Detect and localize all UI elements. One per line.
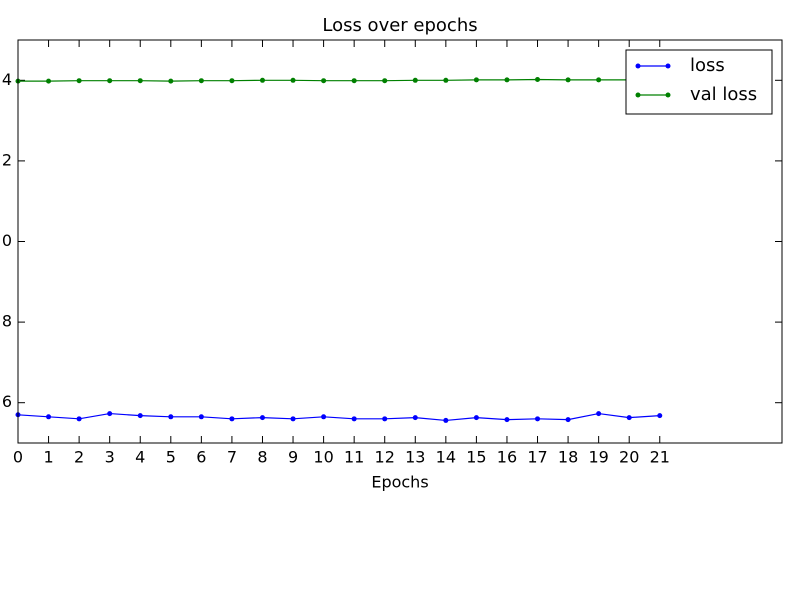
x-tick-label: 8	[257, 448, 267, 467]
point	[198, 78, 204, 84]
series-line	[17, 412, 660, 422]
x-tick-label: 2	[74, 448, 84, 467]
point	[198, 414, 204, 420]
point	[107, 78, 113, 84]
point	[290, 77, 296, 83]
x-tick-label: 4	[135, 448, 145, 467]
point	[443, 77, 449, 83]
x-tick-label: 1	[43, 448, 53, 467]
point	[504, 417, 510, 423]
x-tick-label: 12	[375, 448, 395, 467]
y-tick-label: 2	[2, 150, 12, 169]
point	[76, 78, 82, 84]
x-tick-label: 17	[527, 448, 547, 467]
y-tick-label: 6	[2, 392, 12, 411]
point	[168, 414, 174, 420]
x-tick-label: 7	[227, 448, 237, 467]
legend-label: loss	[690, 55, 725, 76]
point	[412, 77, 418, 83]
point	[473, 415, 479, 421]
point	[229, 416, 235, 422]
x-tick-label: 21	[650, 448, 670, 467]
point	[229, 78, 235, 84]
y-tick-label: 0	[2, 231, 12, 250]
point	[626, 415, 632, 421]
y-tick-label: 8	[2, 312, 12, 331]
x-axis-label: Epochs	[371, 473, 428, 492]
point	[382, 78, 388, 84]
point	[321, 414, 327, 420]
point	[412, 415, 418, 421]
x-tick-label: 13	[405, 448, 425, 467]
point	[596, 411, 602, 417]
point	[473, 77, 479, 83]
point	[137, 78, 143, 84]
legend-box	[625, 49, 773, 115]
point	[657, 413, 663, 419]
point	[351, 78, 357, 84]
point	[535, 416, 541, 422]
point	[321, 78, 327, 84]
point	[535, 76, 541, 82]
x-tick-label: 5	[166, 448, 176, 467]
point	[565, 77, 571, 83]
legend-marker	[635, 63, 641, 69]
legend-label: val loss	[690, 84, 757, 105]
point	[382, 416, 388, 422]
point	[76, 416, 82, 422]
point	[259, 77, 265, 83]
legend-marker	[665, 92, 671, 98]
legend-marker	[665, 63, 671, 69]
point	[46, 414, 52, 420]
x-tick-label: 11	[344, 448, 364, 467]
x-tick-label: 6	[196, 448, 206, 467]
x-tick-label: 14	[436, 448, 456, 467]
point	[168, 78, 174, 84]
x-tick-label: 18	[558, 448, 578, 467]
point	[290, 416, 296, 422]
point	[46, 78, 52, 84]
x-tick-label: 3	[105, 448, 115, 467]
x-tick-label: 10	[313, 448, 333, 467]
plot-frame	[17, 39, 783, 444]
point	[504, 77, 510, 83]
point	[351, 416, 357, 422]
x-tick-label: 15	[466, 448, 486, 467]
chart-title: Loss over epochs	[322, 15, 477, 36]
legend-marker	[635, 92, 641, 98]
point	[443, 417, 449, 423]
point	[137, 413, 143, 419]
y-tick-label: 4	[2, 70, 12, 89]
x-tick-label: 16	[497, 448, 517, 467]
series-line	[18, 78, 660, 82]
x-tick-label: 9	[288, 448, 298, 467]
point	[107, 411, 113, 417]
point	[596, 77, 602, 83]
x-tick-label: 19	[588, 448, 608, 467]
point	[259, 415, 265, 421]
x-tick-label: 20	[619, 448, 639, 467]
point	[565, 417, 571, 423]
x-tick-label: 0	[13, 448, 23, 467]
